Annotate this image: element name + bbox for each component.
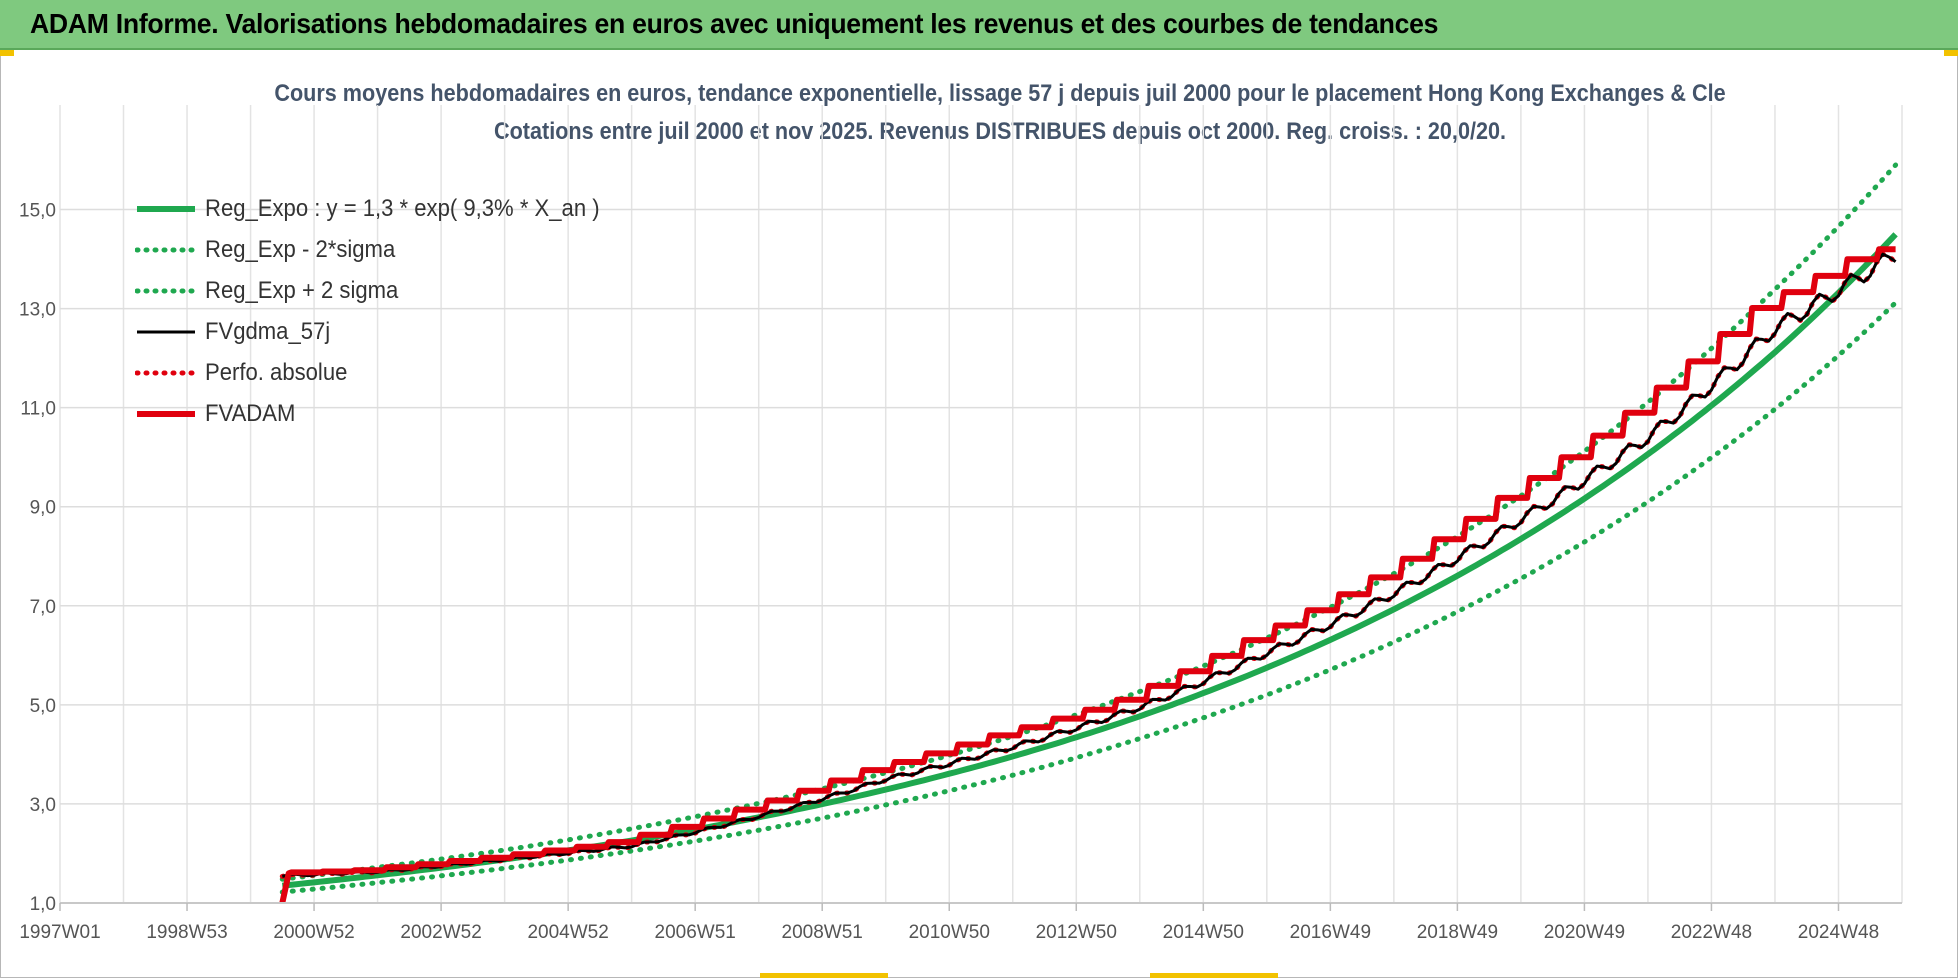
y-tick-label: 13,0: [19, 300, 56, 321]
series-reg-minus-2sigma: [279, 300, 1899, 895]
legend-label: Reg_Expo : y = 1,3 * exp( 9,3% * X_an ): [205, 194, 600, 222]
y-tick-label: 7,0: [30, 597, 56, 618]
bottom-marker-2: [1150, 973, 1278, 978]
y-tick-label: 3,0: [30, 795, 56, 816]
corner-marker-right: [1944, 50, 1958, 56]
x-tick-label: 2002W52: [400, 922, 481, 943]
bottom-marker-1: [760, 973, 888, 978]
header-bar: ADAM Informe. Valorisations hebdomadaire…: [0, 0, 1958, 50]
x-tick-label: 2018W49: [1417, 922, 1498, 943]
legend-swatch: [137, 410, 195, 417]
legend-swatch: [135, 247, 197, 252]
legend-swatch: [135, 288, 197, 293]
x-tick-label: 2008W51: [782, 922, 863, 943]
x-tick-label: 2014W50: [1163, 922, 1244, 943]
x-tick-label: 2016W49: [1290, 922, 1371, 943]
corner-marker-left: [0, 50, 14, 56]
legend-swatch: [137, 330, 195, 333]
x-tick-label: 1998W53: [146, 922, 227, 943]
y-tick-label: 9,0: [30, 498, 56, 519]
y-tick-label: 11,0: [20, 399, 56, 420]
x-tick-label: 2012W50: [1036, 922, 1117, 943]
y-tick-label: 1,0: [30, 894, 56, 915]
legend-swatch: [135, 370, 197, 375]
legend-item: Reg_Expo : y = 1,3 * exp( 9,3% * X_an ): [135, 188, 634, 229]
x-tick-label: 1997W01: [19, 922, 100, 943]
y-tick-label: 15,0: [19, 201, 56, 222]
legend-swatch: [137, 205, 195, 212]
x-tick-label: 2000W52: [273, 922, 354, 943]
legend-label: FVgdma_57j: [205, 317, 331, 345]
legend-item: Perfo. absolue: [135, 352, 634, 393]
legend-item: Reg_Exp - 2*sigma: [135, 229, 634, 270]
legend-label: Reg_Exp - 2*sigma: [205, 235, 396, 263]
chart-title-line-2: Cotations entre juil 2000 et nov 2025. R…: [494, 118, 1506, 145]
chart-legend: Reg_Expo : y = 1,3 * exp( 9,3% * X_an ) R…: [135, 188, 634, 434]
legend-item: Reg_Exp + 2 sigma: [135, 270, 634, 311]
x-tick-label: 2004W52: [527, 922, 608, 943]
legend-item: FVADAM: [135, 393, 634, 434]
y-tick-label: 5,0: [30, 696, 56, 717]
page-title: ADAM Informe. Valorisations hebdomadaire…: [30, 8, 1439, 39]
legend-label: Reg_Exp + 2 sigma: [205, 276, 399, 304]
legend-label: Perfo. absolue: [205, 358, 348, 386]
x-tick-label: 2022W48: [1671, 922, 1752, 943]
series-fvadam: [279, 246, 1896, 904]
series-fvgdma-57j: [281, 252, 1897, 878]
x-tick-label: 2020W49: [1544, 922, 1625, 943]
x-tick-label: 2024W48: [1798, 922, 1879, 943]
x-tick-label: 2010W50: [909, 922, 990, 943]
legend-label: FVADAM: [205, 399, 296, 427]
x-tick-label: 2006W51: [655, 922, 736, 943]
chart-title-line-1: Cours moyens hebdomadaires en euros, ten…: [274, 80, 1726, 107]
legend-item: FVgdma_57j: [135, 311, 634, 352]
